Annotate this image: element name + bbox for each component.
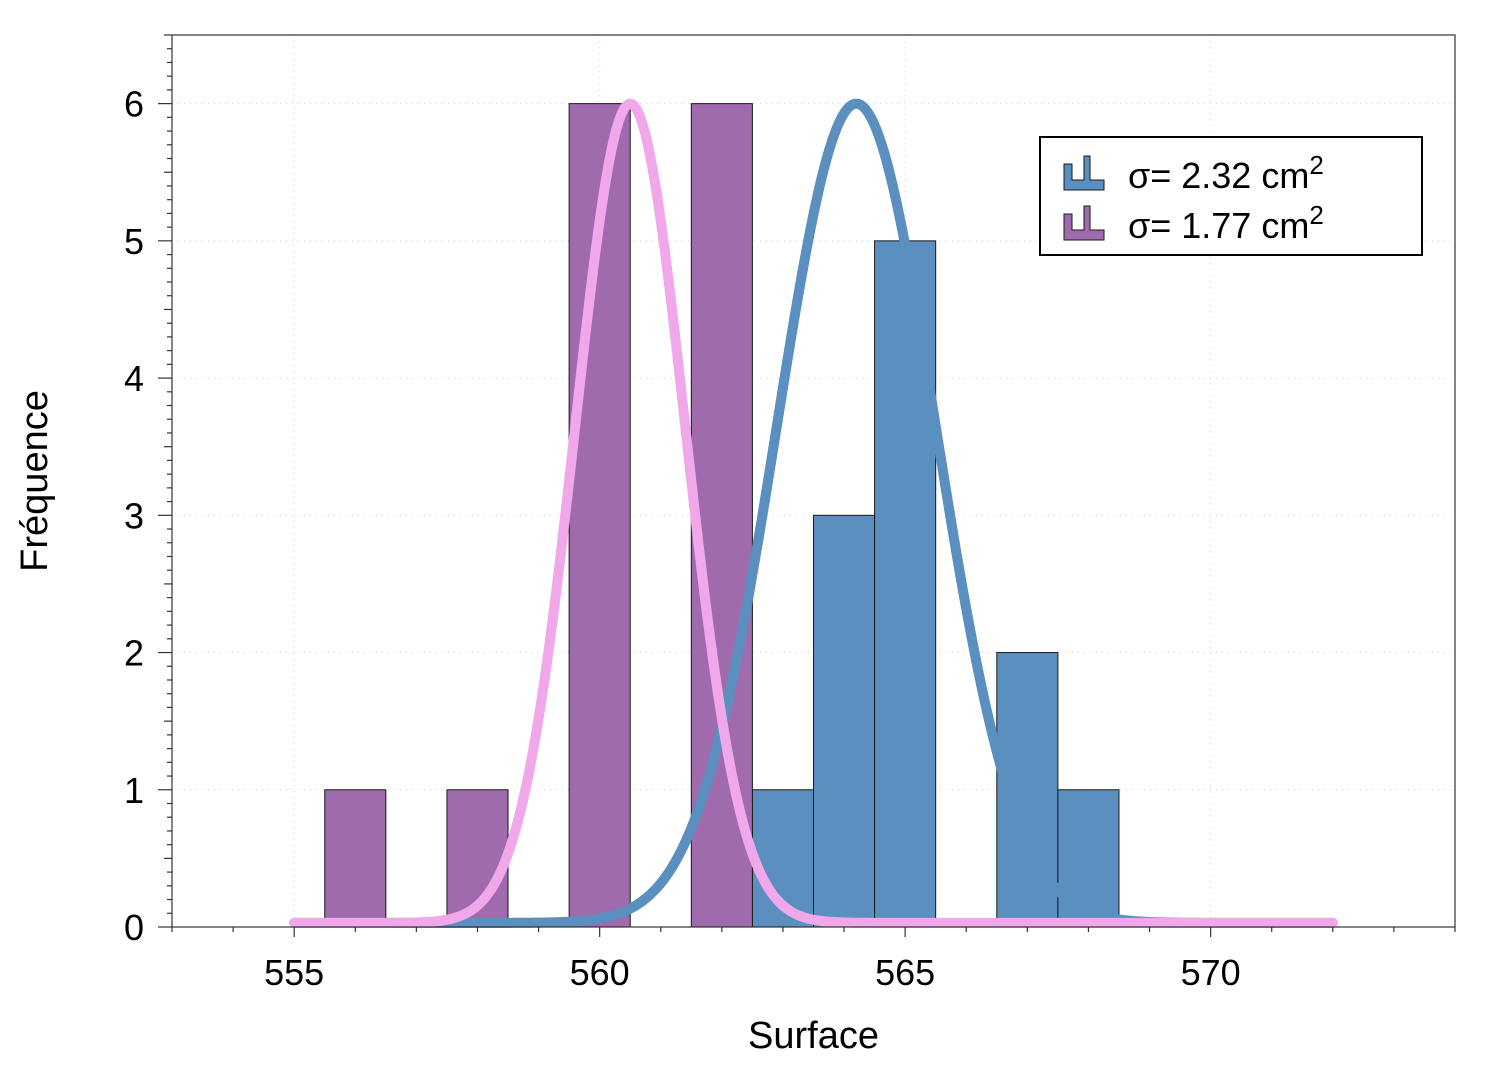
y-tick-label: 4 [124, 358, 144, 399]
y-tick-label: 3 [124, 495, 144, 536]
axes-layer: 555 560 565 570 0 1 2 3 4 5 6 [124, 34, 1456, 993]
histogram-bar [324, 789, 387, 928]
y-tick-label: 0 [124, 907, 144, 948]
x-tick-label: 570 [1181, 952, 1241, 993]
fit-curves-layer [289, 98, 1338, 928]
y-tick-label: 2 [124, 633, 144, 674]
legend-superscript: 2 [1309, 200, 1323, 230]
legend-histogram-icon [1063, 205, 1105, 241]
legend-entry-label: σ= 1.77 cm2 [1128, 200, 1324, 246]
legend-entry-label: σ= 2.32 cm2 [1128, 150, 1324, 196]
legend-superscript: 2 [1309, 150, 1323, 180]
y-tick-label: 1 [124, 770, 144, 811]
bars-layer [324, 103, 1120, 928]
gaussian-fit-curve [289, 98, 1338, 928]
histogram-bar [813, 514, 876, 928]
y-axis-label: Fréquence [14, 390, 56, 572]
x-tick-label: 565 [875, 952, 935, 993]
x-axis-label: Surface [748, 1015, 879, 1057]
x-tick-label: 560 [570, 952, 630, 993]
plot-frame [171, 34, 1456, 928]
y-tick-label: 5 [124, 221, 144, 262]
legend-histogram-icon [1063, 155, 1105, 191]
x-tick-label: 555 [264, 952, 324, 993]
y-tick-label: 6 [124, 84, 144, 125]
